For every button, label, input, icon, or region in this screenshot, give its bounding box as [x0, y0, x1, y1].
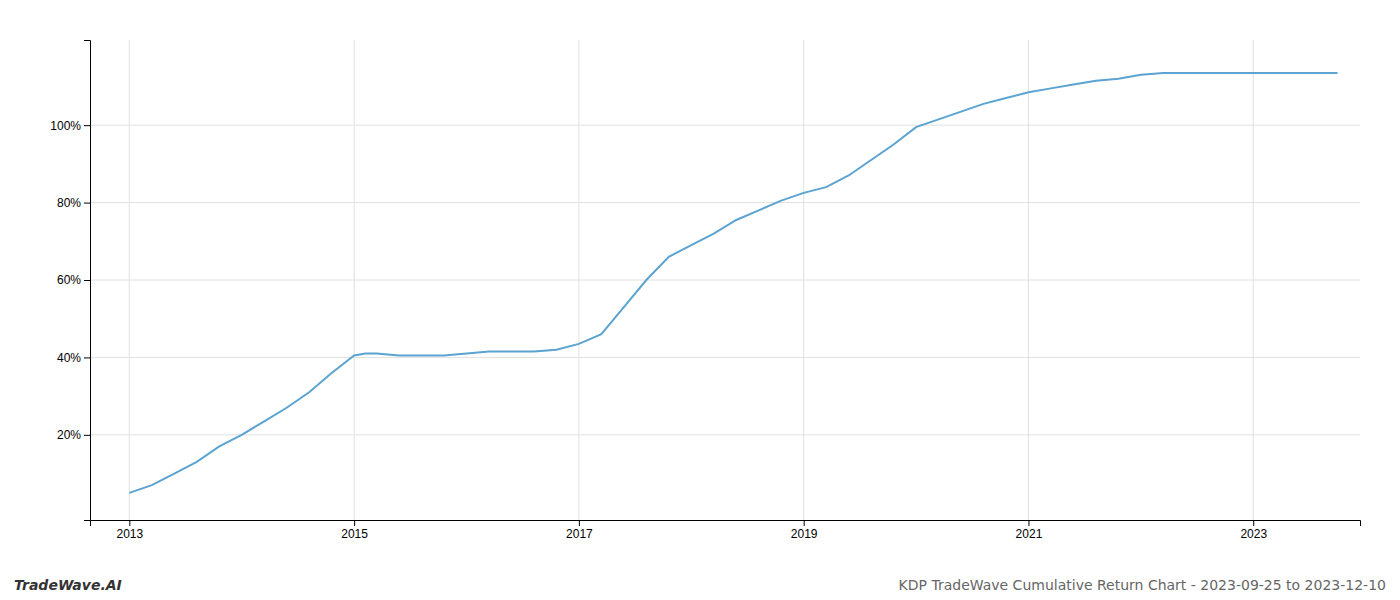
tick-mark: [84, 357, 90, 358]
grid-line: [1253, 40, 1254, 520]
tick-mark: [84, 125, 90, 126]
tick: 60%: [57, 273, 90, 287]
marks: [129, 73, 1337, 493]
grid-line: [90, 202, 1360, 203]
y-axis: 20% 40% 60% 80% 100%: [50, 41, 90, 521]
tick: 2021: [1016, 520, 1043, 541]
tick-label: 80%: [57, 196, 81, 210]
grid-line: [354, 40, 355, 520]
tick-mark: [84, 280, 90, 281]
tick: 80%: [57, 196, 90, 210]
tick-label: 40%: [57, 351, 81, 365]
axis-line: [91, 521, 1361, 527]
grid-line: [90, 357, 1360, 358]
grid-line: [90, 125, 1360, 126]
grid-line: [803, 40, 804, 520]
grid-line: [90, 280, 1360, 281]
tick: 2013: [116, 520, 143, 541]
tick-label: 60%: [57, 273, 81, 287]
tick-label: 2015: [341, 527, 368, 541]
grid: [90, 40, 1360, 520]
tick-mark: [1253, 520, 1254, 526]
footer-left: TradeWave.AI: [14, 577, 122, 593]
annotations: TradeWave.AI KDP TradeWave Cumulative Ret…: [14, 577, 1386, 593]
tick-mark: [84, 435, 90, 436]
tick: 100%: [50, 119, 90, 133]
tick: 2019: [791, 520, 818, 541]
tick-mark: [129, 520, 130, 526]
tick-mark: [804, 520, 805, 526]
footer-right: KDP TradeWave Cumulative Return Chart - …: [899, 577, 1386, 593]
tick-label: 100%: [50, 119, 81, 133]
tick-mark: [1028, 520, 1029, 526]
plot-area: 2013 2015 2017 2019 2021 2023 20% 40% 60% 80% 100%: [50, 40, 1360, 541]
tick-label: 2023: [1240, 527, 1267, 541]
grid-line: [129, 40, 130, 520]
grid-line: [1028, 40, 1029, 520]
tick-label: 2019: [791, 527, 818, 541]
tick-label: 2021: [1016, 527, 1043, 541]
chart: 2013 2015 2017 2019 2021 2023 20% 40% 60% 80% 100%…: [0, 0, 1400, 600]
tick: 2017: [566, 520, 593, 541]
axis-line: [84, 41, 91, 521]
tick-mark: [84, 203, 90, 204]
x-axis: 2013 2015 2017 2019 2021 2023: [91, 520, 1361, 541]
line: [129, 73, 1337, 493]
tick: 40%: [57, 351, 90, 365]
tick-label: 20%: [57, 428, 81, 442]
tick: 20%: [57, 428, 90, 442]
tick-mark: [579, 520, 580, 526]
tick: 2023: [1240, 520, 1267, 541]
tick-label: 2017: [566, 527, 593, 541]
tick-mark: [354, 520, 355, 526]
tick-label: 2013: [116, 527, 143, 541]
tick: 2015: [341, 520, 368, 541]
grid-line: [90, 434, 1360, 435]
grid-line: [578, 40, 579, 520]
